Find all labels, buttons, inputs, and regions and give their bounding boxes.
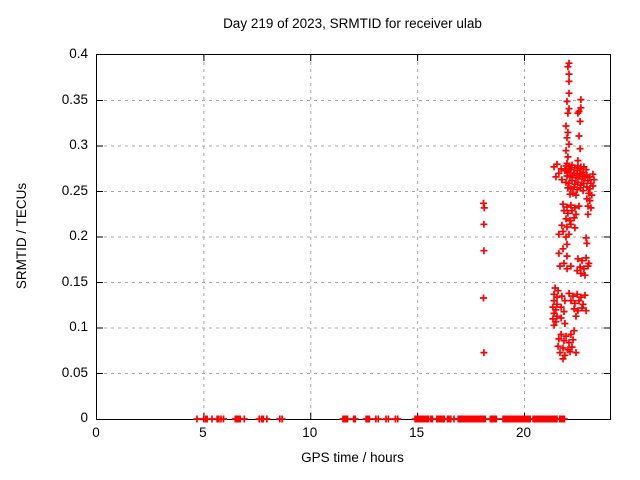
y-tick-label: 0.2 — [69, 228, 88, 243]
y-tick-label: 0.15 — [61, 273, 88, 289]
plot-area — [96, 54, 611, 423]
y-tick-label: 0.35 — [61, 91, 88, 107]
y-tick-label: 0.3 — [69, 137, 88, 152]
y-tick-label: 0 — [80, 410, 88, 425]
x-tick-label: 15 — [409, 425, 425, 440]
y-tick-label: 0.1 — [69, 319, 88, 334]
y-tick-label: 0.4 — [69, 46, 88, 61]
y-tick-label: 0.05 — [61, 364, 88, 380]
x-axis-label: GPS time / hours — [301, 450, 404, 465]
plot-canvas — [97, 55, 610, 423]
x-tick-label: 5 — [199, 425, 207, 440]
y-tick-label: 0.25 — [61, 182, 88, 198]
chart-title: Day 219 of 2023, SRMTID for receiver ula… — [223, 16, 482, 31]
x-tick-label: 20 — [515, 425, 532, 440]
x-tick-label: 0 — [92, 425, 100, 440]
x-tick-label: 10 — [302, 425, 318, 440]
